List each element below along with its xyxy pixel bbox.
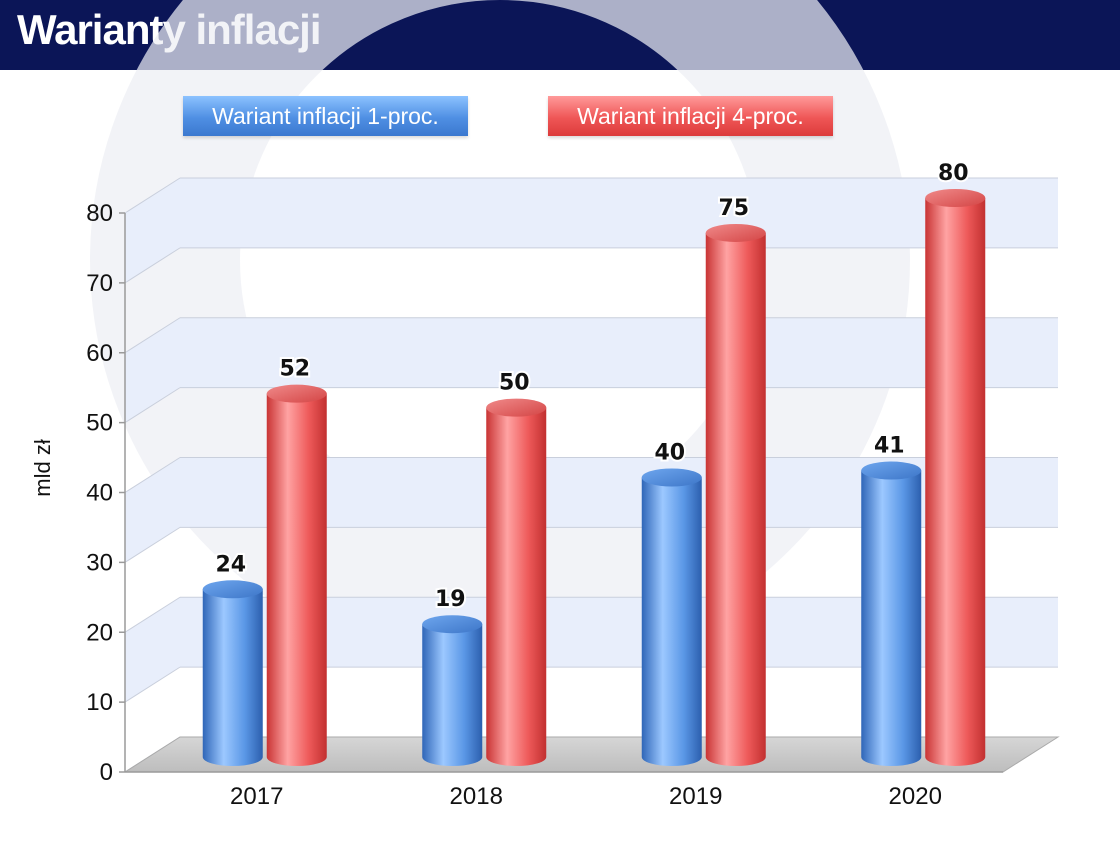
gridline-side <box>124 317 181 354</box>
bar-series1-2019 <box>641 468 702 766</box>
y-tick-label: 40 <box>86 480 113 507</box>
bar-top <box>422 615 483 634</box>
gridline-side <box>124 526 181 563</box>
gridline-side <box>124 387 181 424</box>
data-label: 24 <box>215 552 246 577</box>
legend-series-2: Wariant inflacji 4-proc. <box>548 96 833 136</box>
bar-body <box>266 393 327 766</box>
y-tick-label: 70 <box>86 270 113 297</box>
x-tick-label: 2017 <box>230 783 283 810</box>
bar-body <box>486 407 547 766</box>
x-tick-label: 2020 <box>889 783 942 810</box>
grid-band-side <box>125 457 180 563</box>
bar-body <box>202 589 263 766</box>
y-tick-label: 20 <box>86 619 113 646</box>
bar-top <box>641 468 702 487</box>
bar-series1-2020 <box>861 461 922 766</box>
bar-body <box>705 232 766 766</box>
x-tick-label: 2018 <box>450 783 503 810</box>
chart-bars <box>202 189 986 766</box>
bar-series1-2017 <box>202 580 263 766</box>
data-label: 40 <box>654 441 685 466</box>
data-label: 80 <box>938 161 969 186</box>
gridline-side <box>124 457 181 493</box>
bar-body <box>641 477 702 766</box>
bar-series2-2020 <box>925 189 986 766</box>
bar-series2-2019 <box>705 223 766 766</box>
data-label: 52 <box>279 357 310 382</box>
bar-top <box>202 580 263 599</box>
grid-band <box>180 178 1058 248</box>
grid-band <box>180 317 1058 388</box>
bar-series2-2018 <box>486 398 547 766</box>
data-label: 75 <box>718 196 749 221</box>
y-tick-label: 0 <box>100 759 113 786</box>
bar-body <box>422 624 483 766</box>
grid-band-side <box>125 317 180 423</box>
grid-band-side <box>125 178 180 283</box>
y-tick-label: 50 <box>86 410 113 437</box>
chart-data-labels: 24 52 19 50 40 75 41 80 <box>213 159 970 614</box>
chart-axes: 0 10 20 30 40 50 60 70 80 2017 2018 2019 2020 <box>86 200 1003 810</box>
gridline-side <box>124 596 181 633</box>
gridline-side <box>124 177 181 214</box>
bar-top <box>861 461 922 480</box>
bar-top <box>266 384 327 403</box>
bar-top <box>705 223 766 242</box>
y-axis-label: mld zł <box>30 439 55 497</box>
y-tick-label: 60 <box>86 340 113 367</box>
gridline-side <box>124 666 181 703</box>
bar-body <box>925 198 986 766</box>
gridline-side <box>124 247 181 284</box>
grid-band-side <box>125 597 180 703</box>
bar-top <box>486 398 547 417</box>
legend-series-1: Wariant inflacji 1-proc. <box>183 96 468 136</box>
bar-top <box>925 189 986 207</box>
y-tick-label: 30 <box>86 549 113 576</box>
data-label: 41 <box>874 434 905 459</box>
bar-series1-2018 <box>422 615 483 766</box>
y-tick-label: 10 <box>86 689 113 716</box>
data-label: 19 <box>435 587 466 612</box>
data-label: 50 <box>499 371 530 396</box>
bar-body <box>861 470 922 766</box>
x-tick-label: 2019 <box>669 783 722 810</box>
bar-series2-2017 <box>266 384 327 766</box>
y-tick-label: 80 <box>86 200 113 227</box>
